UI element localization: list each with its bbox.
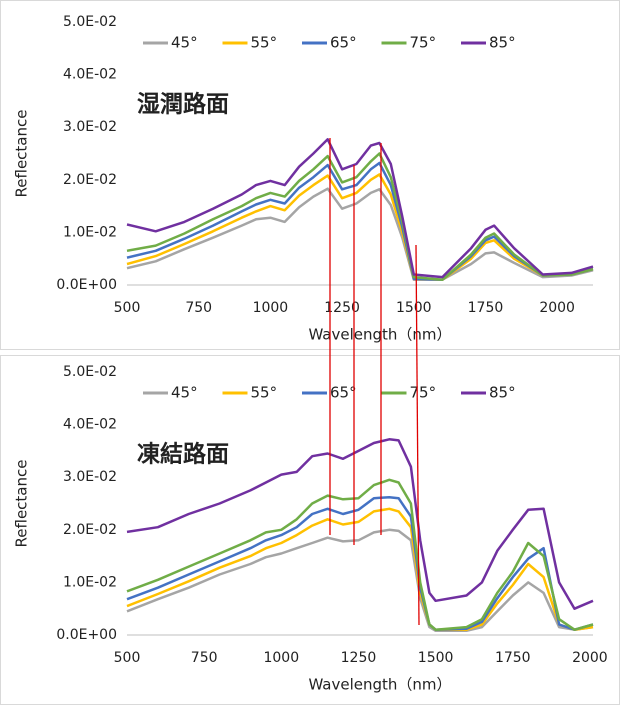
reference-line bbox=[415, 244, 420, 626]
x-axis-title: Wavelength（nm） bbox=[308, 676, 451, 694]
panel-border bbox=[0, 0, 620, 350]
x-tick-label: 1250 bbox=[324, 300, 360, 316]
y-tick-label: 5.0E-02 bbox=[63, 14, 117, 30]
reference-lines bbox=[329, 138, 420, 626]
x-tick-label: 500 bbox=[114, 650, 141, 666]
annotation: 湿潤路面 bbox=[137, 91, 229, 118]
x-axis-title: Wavelength（nm） bbox=[308, 326, 451, 344]
series-line bbox=[126, 495, 594, 631]
x-tick-label: 2000 bbox=[572, 650, 608, 666]
series-line bbox=[126, 507, 594, 631]
series-line bbox=[126, 438, 594, 610]
legend-label: 45° bbox=[171, 34, 198, 52]
legend-label: 85° bbox=[489, 384, 516, 402]
series-line bbox=[126, 138, 594, 279]
x-tick-label: 1750 bbox=[468, 300, 504, 316]
legend-label: 65° bbox=[330, 34, 357, 52]
x-tick-label: 1000 bbox=[263, 650, 299, 666]
series-line bbox=[126, 173, 594, 281]
y-tick-label: 2.0E-02 bbox=[63, 522, 117, 538]
charts: 0.0E+00 1.0E-02 2.0E-02 3.0E-02 4.0E-02 5.0E-… bbox=[13, 14, 608, 694]
y-tick-label: 0.0E+00 bbox=[56, 277, 117, 293]
y-tick-label: 3.0E-02 bbox=[63, 119, 117, 135]
y-tick-label: 4.0E-02 bbox=[63, 417, 117, 433]
y-tick-label: 0.0E+00 bbox=[56, 627, 117, 643]
legend-label: 65° bbox=[330, 384, 357, 402]
x-tick-label: 1500 bbox=[418, 650, 454, 666]
x-tick-label: 750 bbox=[191, 650, 218, 666]
y-tick-label: 1.0E-02 bbox=[63, 224, 117, 240]
legend-label: 85° bbox=[489, 34, 516, 52]
legend-label: 55° bbox=[251, 34, 278, 52]
legend-label: 75° bbox=[410, 384, 437, 402]
x-tick-label: 1750 bbox=[495, 650, 531, 666]
series-line bbox=[126, 187, 594, 281]
y-tick-label: 5.0E-02 bbox=[63, 364, 117, 380]
x-tick-label: 1500 bbox=[396, 300, 432, 316]
x-tick-label: 1250 bbox=[341, 650, 377, 666]
series-line bbox=[126, 152, 594, 281]
series-line bbox=[126, 528, 594, 633]
x-tick-label: 1000 bbox=[253, 300, 289, 316]
y-tick-label: 1.0E-02 bbox=[63, 574, 117, 590]
legend-label: 45° bbox=[171, 384, 198, 402]
x-tick-label: 2000 bbox=[539, 300, 575, 316]
series-line bbox=[126, 478, 594, 631]
y-tick-label: 3.0E-02 bbox=[63, 469, 117, 485]
x-tick-label: 750 bbox=[185, 300, 212, 316]
y-axis-title: Reflectance bbox=[13, 110, 31, 198]
legend-label: 75° bbox=[410, 34, 437, 52]
x-tick-label: 500 bbox=[114, 300, 141, 316]
panel-border bbox=[0, 355, 620, 705]
legend-label: 55° bbox=[251, 384, 278, 402]
y-axis-title: Reflectance bbox=[13, 460, 31, 548]
annotation: 凍結路面 bbox=[137, 441, 229, 468]
y-tick-label: 4.0E-02 bbox=[63, 67, 117, 83]
y-tick-label: 2.0E-02 bbox=[63, 172, 117, 188]
series-line bbox=[126, 161, 594, 281]
